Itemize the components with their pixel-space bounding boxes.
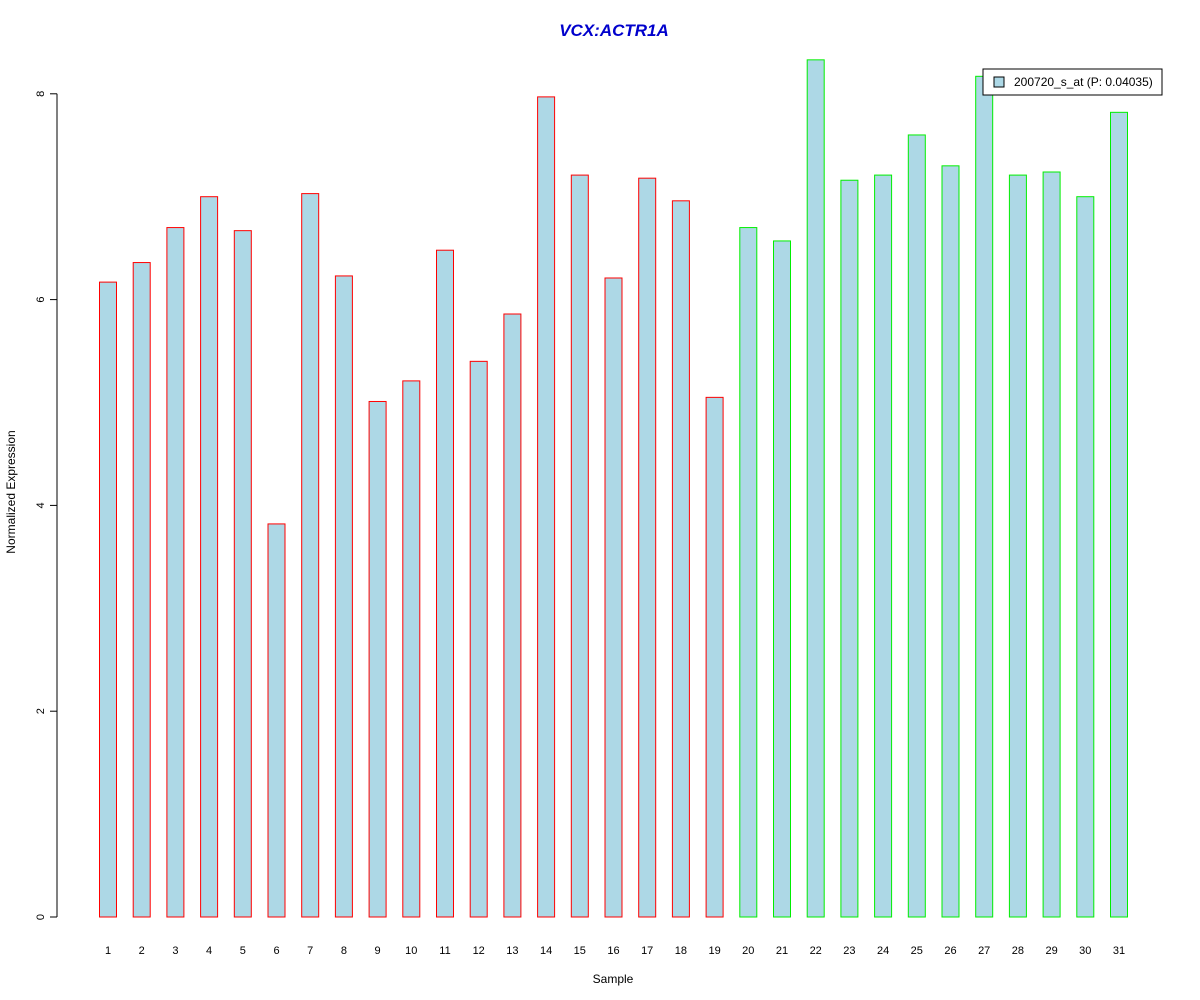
x-tick-label: 2 [139, 945, 145, 957]
bar-sample-13 [503, 313, 522, 918]
bar-sample-20 [739, 227, 758, 918]
x-tick-label: 29 [1045, 945, 1057, 957]
x-axis-label: Sample [593, 972, 634, 986]
y-axis-label: Normalized Expression [4, 430, 18, 553]
chart-title: VCX:ACTR1A [559, 21, 669, 40]
legend-label: 200720_s_at (P: 0.04035) [1014, 75, 1153, 89]
bar-sample-4 [200, 196, 219, 918]
bar-sample-25 [907, 134, 926, 918]
bar-sample-15 [570, 174, 589, 918]
x-tick-label: 11 [439, 945, 450, 957]
x-tick-label: 8 [341, 945, 347, 957]
x-tick-label: 28 [1012, 945, 1024, 957]
x-tick-label: 20 [742, 945, 754, 957]
y-axis: 0 2 4 6 8 [35, 91, 58, 920]
legend-box [982, 68, 1163, 96]
bar-sample-28 [1008, 174, 1027, 918]
bar-sample-17 [638, 177, 657, 918]
bar-sample-21 [773, 240, 791, 918]
x-tick-label: 17 [641, 945, 653, 957]
bar-sample-19 [705, 396, 724, 918]
bar-sample-12 [469, 360, 488, 918]
x-tick-labels: 1 2 3 4 5 6 7 8 9 10 11 12 13 14 15 16 17 18 19 20 21 22 23 24 2… [105, 945, 1125, 957]
y-tick-label: 0 [35, 914, 47, 920]
bar-sample-31 [1110, 111, 1128, 918]
x-tick-label: 3 [172, 945, 178, 957]
bar-sample-11 [436, 249, 454, 918]
bar-sample-3 [166, 227, 185, 918]
x-tick-label: 24 [877, 945, 889, 957]
bar-sample-16 [604, 277, 623, 918]
bar-sample-1 [99, 281, 117, 918]
y-tick-label: 8 [35, 91, 47, 97]
y-tick-label: 6 [35, 297, 47, 303]
x-tick-label: 14 [540, 945, 552, 957]
x-tick-label: 1 [105, 945, 111, 957]
bar-sample-27 [975, 75, 994, 918]
x-tick-label: 27 [978, 945, 990, 957]
bar-sample-22 [806, 59, 825, 918]
x-tick-label: 26 [944, 945, 956, 957]
bar-sample-14 [537, 96, 556, 918]
x-tick-label: 19 [708, 945, 720, 957]
x-tick-label: 4 [206, 945, 212, 957]
x-tick-label: 12 [473, 945, 485, 957]
x-tick-label: 31 [1113, 945, 1125, 957]
x-tick-label: 5 [240, 945, 246, 957]
x-tick-label: 13 [506, 945, 518, 957]
bar-sample-5 [233, 230, 252, 918]
x-tick-label: 22 [810, 945, 822, 957]
bars [99, 59, 1128, 918]
x-tick-label: 23 [843, 945, 855, 957]
legend-swatch [993, 76, 1005, 88]
x-tick-label: 18 [675, 945, 687, 957]
x-tick-label: 6 [273, 945, 279, 957]
bar-sample-6 [267, 523, 286, 918]
x-tick-label: 7 [307, 945, 313, 957]
bar-sample-24 [874, 174, 893, 918]
bar-sample-26 [941, 165, 960, 918]
x-tick-label: 21 [776, 945, 788, 957]
x-tick-label: 16 [607, 945, 619, 957]
x-tick-label: 25 [911, 945, 923, 957]
bar-sample-8 [334, 275, 353, 918]
bar-sample-30 [1076, 196, 1095, 918]
bar-sample-2 [132, 262, 151, 918]
y-tick-label: 4 [35, 502, 47, 508]
bar-sample-7 [301, 193, 320, 918]
x-tick-label: 10 [405, 945, 417, 957]
bar-sample-10 [402, 380, 421, 918]
y-tick-label: 2 [35, 708, 47, 714]
x-tick-label: 30 [1079, 945, 1091, 957]
bar-sample-29 [1042, 171, 1061, 918]
bar-sample-23 [840, 179, 859, 918]
legend: 200720_s_at (P: 0.04035) [982, 68, 1163, 96]
x-tick-label: 9 [375, 945, 381, 957]
x-tick-label: 15 [574, 945, 586, 957]
bar-sample-9 [368, 400, 387, 918]
bar-sample-18 [671, 200, 690, 918]
